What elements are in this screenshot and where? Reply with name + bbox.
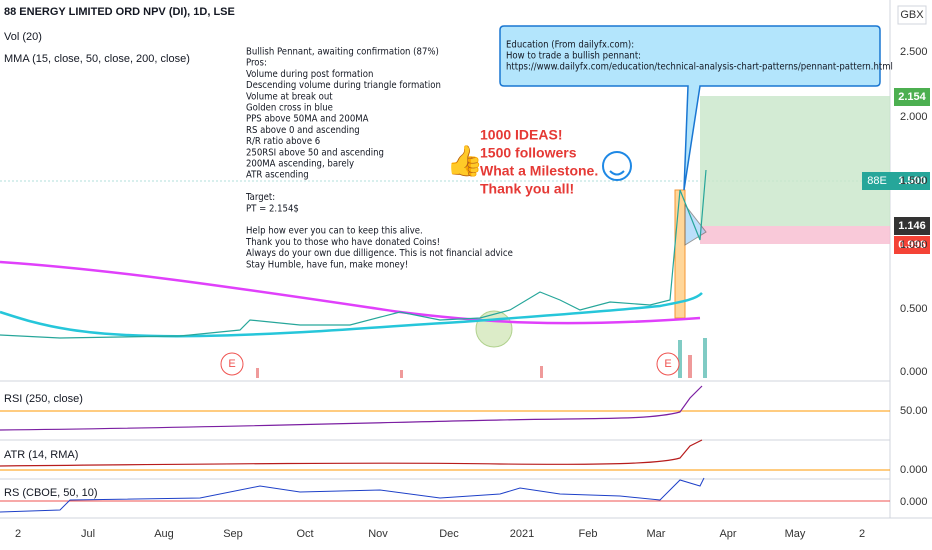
- target-badge: [894, 88, 930, 106]
- note-line: PT = 2.154$: [246, 203, 299, 214]
- note-line: Always do your own due dilligence. This …: [246, 248, 513, 259]
- time-tick-label: Apr: [719, 528, 736, 540]
- price-tick-label: 0.500: [900, 303, 928, 315]
- time-tick-label: 2: [859, 528, 865, 540]
- rs-line: [0, 477, 705, 513]
- price-tick-label: 0.000: [900, 366, 928, 378]
- note-line: Volume at break out: [246, 91, 333, 102]
- stop-label: 0.996: [898, 239, 926, 251]
- earnings-marker: [656, 352, 680, 376]
- pane-level: 0.000: [900, 464, 928, 476]
- earnings-e: E: [664, 358, 671, 370]
- ma-50: [0, 292, 703, 338]
- note-line: Stay Humble, have fun, make money!: [246, 259, 408, 270]
- time-tick-label: Sep: [223, 528, 243, 540]
- price-tick-label: 2.000: [900, 111, 928, 123]
- note-line: Target:: [245, 192, 275, 203]
- education-callout: [499, 25, 881, 191]
- smiley-mouth: [609, 170, 625, 176]
- note-line: Thank you to those who have donated Coin…: [245, 237, 440, 248]
- time-tick-label: Jul: [81, 528, 95, 540]
- note-line: Golden cross in blue: [246, 103, 333, 114]
- earnings-marker: [220, 352, 244, 376]
- pane-label: RS (CBOE, 50, 10): [4, 487, 98, 499]
- time-tick-label: Oct: [296, 528, 313, 540]
- time-tick-label: May: [785, 528, 806, 540]
- ideas-line: 1500 followers: [480, 145, 577, 161]
- time-tick-label: Feb: [579, 528, 598, 540]
- price-tick-label: 1.000: [900, 239, 928, 251]
- last-badge: [862, 172, 930, 190]
- rsi-line: [0, 385, 703, 431]
- education-line: https://www.dailyfx.com/education/techni…: [506, 62, 893, 73]
- currency-box: [897, 5, 927, 25]
- highlight-bar: [674, 189, 686, 319]
- price-tick-label: 1.500: [900, 175, 928, 187]
- profit-zone: [700, 96, 890, 226]
- thumbs-icon: 👍: [446, 143, 483, 178]
- time-tick-label: Aug: [154, 528, 174, 540]
- note-line: 250RSI above 50 and ascending: [246, 147, 384, 158]
- symbol-title: 88 ENERGY LIMITED ORD NPV (DI), 1D, LSE: [4, 6, 235, 18]
- education-line: Education (From dailyfx.com):: [506, 40, 634, 51]
- last-label: 1.500: [898, 175, 926, 187]
- pane-label: RSI (250, close): [4, 393, 83, 405]
- note-line: R/R ratio above 6: [246, 136, 320, 147]
- time-tick-label: 2021: [510, 528, 534, 540]
- price-tick-label: 2.500: [900, 46, 928, 58]
- entry-label: 1.146: [898, 220, 926, 232]
- volume: [256, 338, 707, 378]
- note-line: Bullish Pennant, awaiting confirmation (…: [246, 47, 439, 58]
- note-line: Help how ever you can to keep this alive…: [246, 226, 423, 237]
- pane-level: 50.00: [900, 405, 928, 417]
- note-line: 200MA ascending, barely: [246, 159, 354, 170]
- target-label: 2.154: [898, 91, 926, 103]
- time-tick-label: Nov: [368, 528, 388, 540]
- note-line: ATR ascending: [246, 170, 309, 181]
- education-line: How to trade a bullish pennant:: [506, 51, 641, 62]
- pane-label: ATR (14, RMA): [4, 449, 78, 461]
- mma-label: MMA (15, close, 50, close, 200, close): [4, 53, 190, 65]
- price: [0, 169, 707, 339]
- time-tick-label: Mar: [647, 528, 666, 540]
- time-tick-label: 2: [15, 528, 21, 540]
- note-line: Volume during post formation: [246, 69, 373, 80]
- entry-badge: [894, 217, 930, 235]
- pane-level: 0.000: [900, 496, 928, 508]
- loss-zone: [700, 226, 890, 244]
- symbol-badge: 88E: [867, 175, 887, 187]
- ideas-line: What a Milestone.: [480, 163, 598, 179]
- earnings-e: E: [228, 358, 235, 370]
- note-line: PPS above 50MA and 200MA: [246, 114, 369, 125]
- ma-200: [0, 260, 701, 325]
- time-tick-label: Dec: [439, 528, 459, 540]
- ideas-line: Thank you all!: [480, 181, 574, 197]
- note-line: Pros:: [246, 58, 267, 69]
- stop-badge: [894, 236, 930, 254]
- smiley-icon: [602, 151, 632, 181]
- currency: GBX: [900, 9, 924, 21]
- golden-cross: [475, 310, 513, 348]
- ideas-line: 1000 IDEAS!: [480, 127, 562, 143]
- note-line: Descending volume during triangle format…: [246, 80, 441, 91]
- atr-line: [0, 439, 703, 467]
- volume-label: Vol (20): [4, 31, 42, 43]
- note-line: RS above 0 and ascending: [246, 125, 360, 136]
